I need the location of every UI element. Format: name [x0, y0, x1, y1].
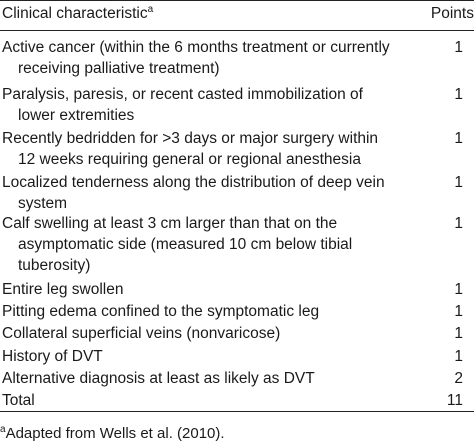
row-points: 1 [454, 325, 463, 342]
row-characteristic: Recently bedridden for >3 days or major … [2, 128, 412, 170]
row-characteristic: Active cancer (within the 6 months treat… [2, 37, 412, 79]
row-characteristic: Localized tenderness along the distribut… [2, 172, 412, 214]
row-characteristic: Calf swelling at least 3 cm larger than … [2, 213, 412, 276]
top-rule [0, 0, 474, 1]
header-characteristic: Clinical characteristica [2, 3, 154, 22]
row-characteristic: Pitting edema confined to the symptomati… [2, 301, 412, 322]
row-points: 1 [454, 281, 463, 298]
characteristic-line: Alternative diagnosis at least as likely… [2, 370, 315, 387]
characteristic-line: Localized tenderness along the distribut… [2, 174, 385, 191]
characteristic-continuation-line: system [18, 195, 68, 212]
row-points: 1 [454, 348, 463, 365]
bottom-rule [0, 411, 474, 412]
header-points: Points [430, 5, 474, 22]
row-characteristic: History of DVT [2, 346, 412, 367]
characteristic-continuation-line: receiving palliative treatment) [18, 60, 220, 77]
characteristic-continuation-line: tuberosity) [18, 257, 91, 274]
characteristic-line: Entire leg swollen [2, 281, 124, 298]
characteristic-line: Active cancer (within the 6 months treat… [2, 39, 390, 56]
row-points: 1 [454, 86, 463, 103]
characteristic-continuation-line: lower extremities [18, 107, 135, 124]
header-rule [0, 30, 474, 31]
row-points: 1 [454, 39, 463, 56]
characteristic-line: Recently bedridden for >3 days or major … [2, 130, 379, 147]
characteristic-continuation-line: asymptomatic side (measured 10 cm below … [18, 236, 353, 253]
row-characteristic: Total [2, 390, 412, 411]
row-characteristic: Paralysis, paresis, or recent casted imm… [2, 84, 412, 126]
row-characteristic: Collateral superficial veins (nonvaricos… [2, 323, 412, 344]
row-points: 1 [454, 130, 463, 147]
row-points: 1 [454, 174, 463, 191]
row-points: 1 [454, 215, 463, 232]
characteristic-line: Total [2, 392, 35, 409]
characteristic-line: Collateral superficial veins (nonvaricos… [2, 325, 281, 342]
characteristic-continuation-line: 12 weeks requiring general or regional a… [18, 151, 361, 168]
row-points: 2 [454, 370, 463, 387]
characteristic-line: Pitting edema confined to the symptomati… [2, 303, 320, 320]
characteristic-line: History of DVT [2, 348, 103, 365]
row-characteristic: Entire leg swollen [2, 279, 412, 300]
characteristic-line: Paralysis, paresis, or recent casted imm… [2, 86, 363, 103]
footnote: aAdapted from Wells et al. (2010). [0, 424, 225, 443]
characteristic-line: Calf swelling at least 3 cm larger than … [2, 215, 338, 232]
row-points: 11 [446, 392, 463, 409]
row-characteristic: Alternative diagnosis at least as likely… [2, 368, 412, 389]
row-points: 1 [454, 303, 463, 320]
